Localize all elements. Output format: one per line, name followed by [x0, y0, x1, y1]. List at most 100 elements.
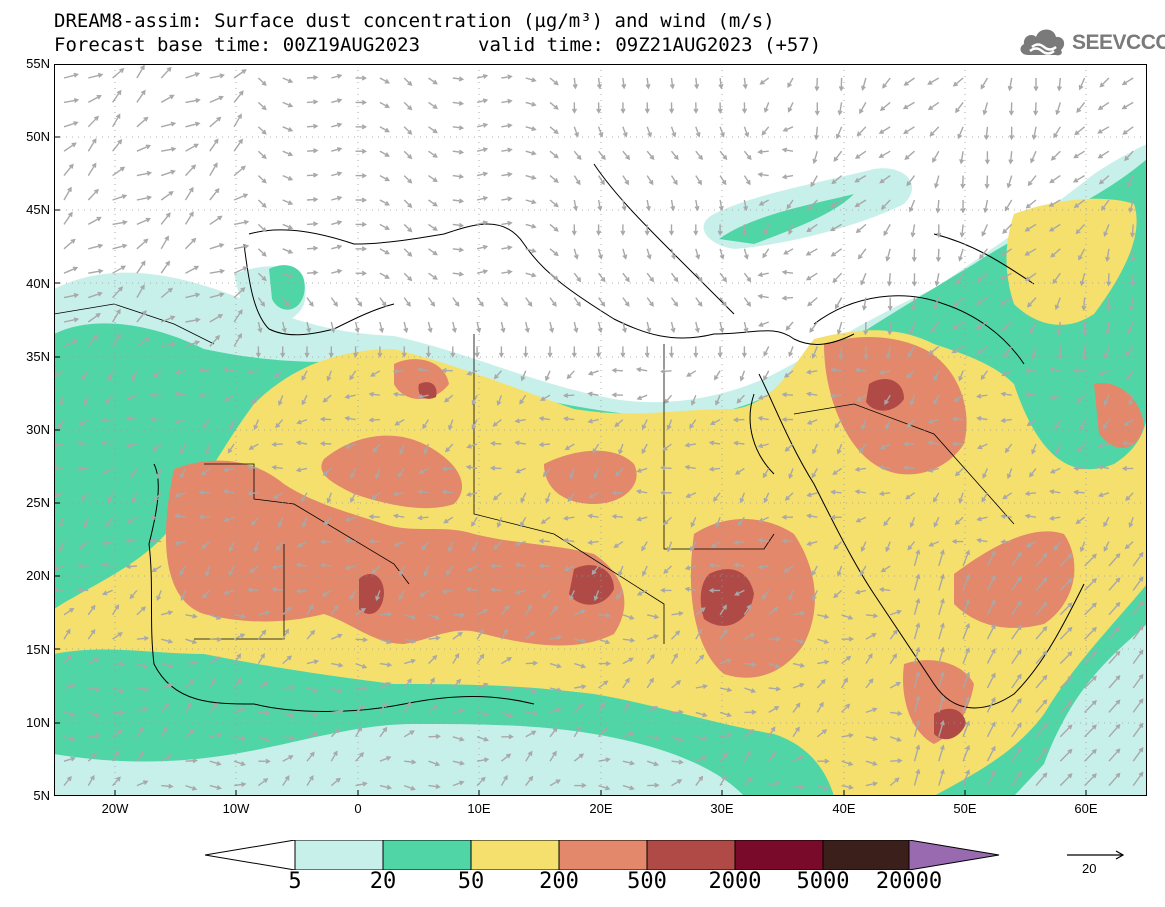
- wind-arrow: [1009, 126, 1015, 141]
- wind-arrow: [493, 370, 502, 380]
- wind-arrow: [880, 199, 891, 210]
- wind-arrow: [152, 443, 162, 452]
- wind-arrow: [350, 492, 357, 503]
- wind-arrow: [768, 636, 782, 642]
- wind-arrow: [956, 272, 964, 285]
- wind-reference-label: 20: [1082, 861, 1097, 876]
- wind-arrow: [646, 677, 654, 689]
- wind-arrow: [962, 744, 970, 762]
- wind-arrow: [525, 126, 537, 132]
- wind-arrow: [1024, 513, 1037, 519]
- wind-arrow: [854, 174, 867, 183]
- wind-arrow: [1132, 722, 1144, 738]
- wind-arrow: [708, 466, 721, 472]
- wind-arrow: [935, 248, 941, 263]
- wind-arrow: [76, 587, 89, 593]
- wind-arrow: [525, 730, 537, 738]
- wind-arrow: [1026, 419, 1037, 427]
- wind-arrow: [88, 711, 101, 718]
- wind-arrow: [295, 467, 308, 473]
- wind-arrow: [233, 90, 244, 103]
- wind-arrow: [669, 77, 675, 90]
- wind-arrow: [375, 590, 381, 602]
- wind-arrow: [744, 709, 757, 715]
- wind-arrow: [1128, 297, 1134, 311]
- wind-arrow: [296, 418, 308, 425]
- wind-arrow: [355, 221, 368, 228]
- wind-arrow: [354, 726, 362, 738]
- wind-arrow: [743, 175, 751, 186]
- wind-arrow: [986, 770, 996, 786]
- wind-arrow: [257, 77, 267, 86]
- wind-arrow: [160, 287, 174, 299]
- wind-arrow: [471, 419, 478, 430]
- wind-arrow: [465, 586, 478, 592]
- wind-arrow: [223, 516, 235, 523]
- wind-arrow: [520, 370, 527, 382]
- wind-arrow: [379, 150, 390, 157]
- wind-arrow: [223, 589, 235, 595]
- wind-arrow: [331, 708, 344, 714]
- wind-arrow: [962, 769, 970, 786]
- wind-arrow: [379, 77, 390, 84]
- wind-arrow: [87, 138, 97, 152]
- wind-arrow: [690, 394, 697, 406]
- wind-arrow: [1108, 772, 1121, 787]
- wind-arrow: [1103, 516, 1110, 528]
- wind-arrow: [646, 321, 652, 334]
- wind-arrow: [514, 562, 526, 568]
- wind-arrow: [185, 98, 201, 104]
- wind-arrow: [428, 733, 441, 739]
- wind-arrow: [1079, 541, 1086, 553]
- wind-arrow: [392, 491, 405, 497]
- wind-arrow: [452, 631, 463, 640]
- wind-arrow: [149, 416, 162, 422]
- wind-arrow: [500, 321, 506, 334]
- wind-arrow: [282, 174, 294, 181]
- wind-arrow: [786, 199, 794, 210]
- wind-arrow: [125, 538, 137, 544]
- wind-arrow: [622, 175, 630, 186]
- wind-arrow: [695, 628, 703, 640]
- wind-arrow: [782, 126, 794, 132]
- wind-arrow: [860, 272, 867, 286]
- wind-arrow: [1024, 223, 1037, 232]
- wind-arrow: [282, 101, 294, 108]
- wind-arrow: [1048, 199, 1061, 207]
- wind-arrow: [282, 711, 295, 718]
- wind-arrow: [476, 609, 489, 616]
- wind-arrow: [160, 260, 171, 274]
- wind-arrow: [644, 224, 650, 236]
- wind-arrow: [326, 370, 332, 382]
- wind-arrow: [540, 394, 551, 401]
- wind-arrow: [63, 266, 79, 274]
- wind-arrow: [732, 417, 745, 423]
- wind-arrow: [571, 224, 577, 236]
- wind-arrow: [1099, 77, 1110, 88]
- wind-arrow: [63, 72, 79, 79]
- wind-arrow: [525, 248, 537, 254]
- wind-arrow: [1011, 551, 1022, 567]
- wind-arrow: [160, 94, 175, 104]
- wind-arrow: [209, 677, 217, 689]
- wind-arrow: [1011, 698, 1022, 713]
- wind-arrow: [465, 464, 478, 470]
- wind-arrow: [306, 604, 314, 616]
- wind-arrow: [830, 514, 842, 520]
- wind-arrow: [1002, 492, 1013, 500]
- wind-arrow: [615, 589, 624, 600]
- wind-arrow: [233, 266, 249, 274]
- wind-arrow: [257, 629, 267, 640]
- wind-arrow: [1000, 248, 1013, 257]
- wind-arrow: [863, 321, 869, 336]
- wind-arrow: [761, 589, 770, 600]
- wind-arrow: [452, 780, 465, 787]
- wind-arrow: [938, 744, 945, 762]
- wind-arrow: [787, 102, 794, 113]
- wind-arrow: [282, 606, 292, 616]
- wind-arrow: [549, 248, 559, 257]
- wind-arrow: [812, 151, 818, 165]
- wind-arrow: [591, 565, 600, 576]
- wind-arrow: [1004, 199, 1013, 212]
- wind-arrow: [257, 272, 267, 282]
